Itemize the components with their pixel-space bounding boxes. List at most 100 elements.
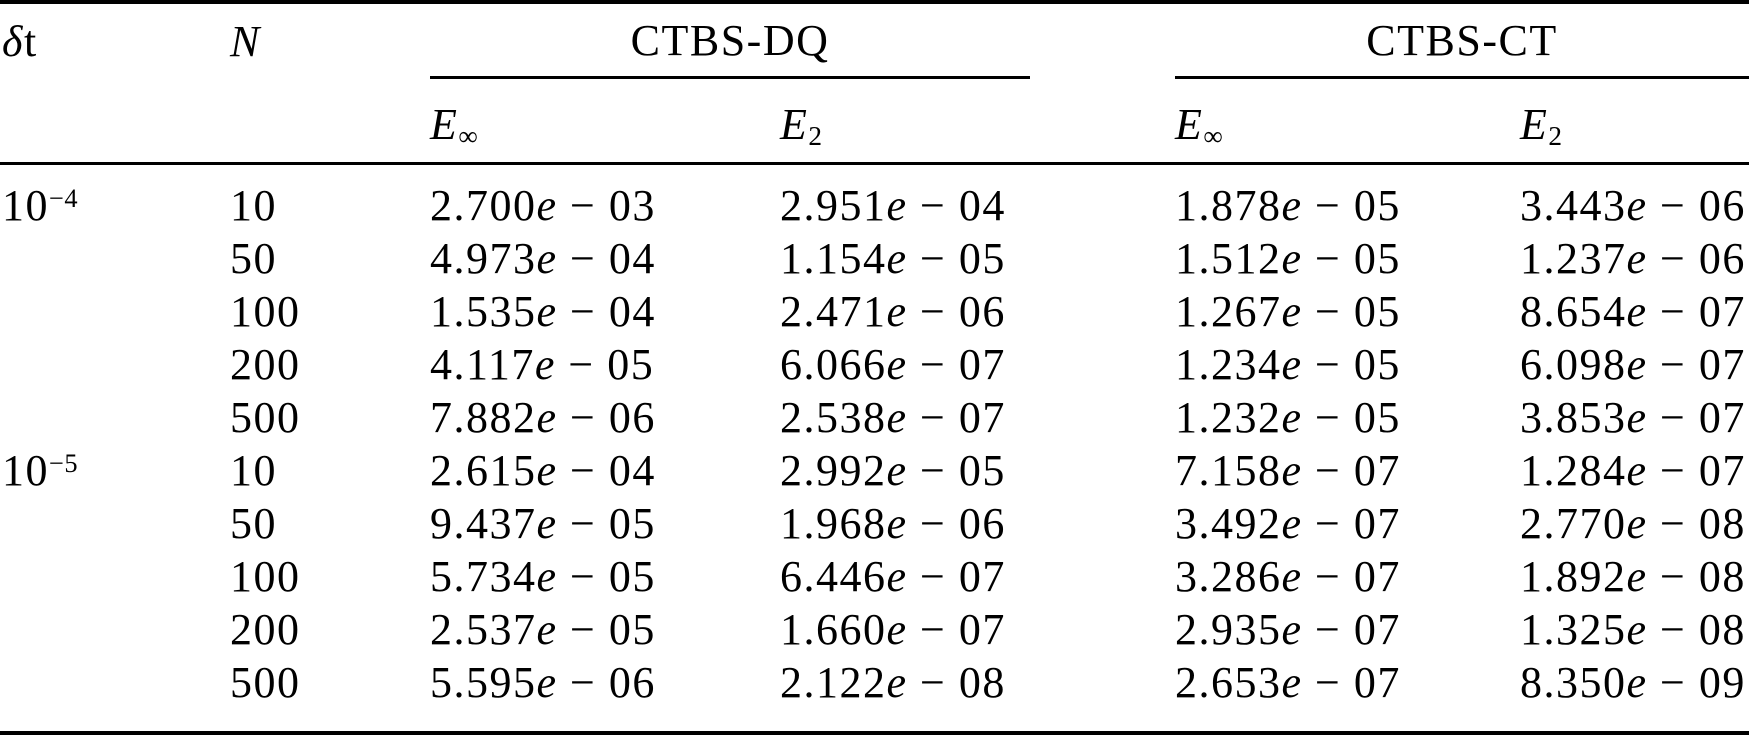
value-cell: 3.492e − 07 [1175,499,1401,548]
e-symbol: e [1626,181,1648,230]
gap-cell [1030,444,1175,497]
dt-exponent: −5 [49,447,79,478]
e-norm-base: E [430,100,459,149]
gap-cell [1030,285,1175,338]
e-symbol: e [1626,499,1648,548]
col-header-ct-e2: E2 [1520,77,1749,165]
gap-cell [1030,164,1175,233]
e-symbol: e [886,234,908,283]
table-row: 50 9.437e − 05 1.968e − 06 3.492e − 07 2.770… [0,497,1749,550]
dt-cell: 10−4 [2,181,79,230]
n-cell: 500 [230,658,301,707]
value-cell: 9.437e − 05 [430,499,656,548]
dt-cell [0,550,230,603]
e-symbol: e [536,393,558,442]
value-cell: 3.853e − 07 [1520,393,1746,442]
e-symbol: e [886,552,908,601]
e-symbol: e [1281,234,1303,283]
value-cell: 6.446e − 07 [780,552,1006,601]
value-cell: 5.595e − 06 [430,658,656,707]
value-cell: 4.117e − 05 [430,340,655,389]
header-group-row: δt N CTBS-DQ CTBS-CT [0,2,1749,165]
e-symbol: e [1281,287,1303,336]
gap-cell [1030,550,1175,603]
dt-cell [0,391,230,444]
n-cell: 50 [230,234,277,283]
e-symbol: e [1281,393,1303,442]
e-symbol: e [536,499,558,548]
e-norm-base: E [1175,100,1204,149]
dt-cell [0,656,230,733]
n-cell: 100 [230,552,301,601]
e-symbol: e [886,340,908,389]
dt-cell [0,338,230,391]
gap-cell [1030,232,1175,285]
value-cell: 1.968e − 06 [780,499,1006,548]
n-cell: 50 [230,499,277,548]
gap-cell [1030,603,1175,656]
value-cell: 2.122e − 08 [780,658,1006,707]
dt-cell [0,497,230,550]
dt-t-symbol: t [23,17,38,66]
e-symbol: e [886,287,908,336]
col-header-n: N [230,2,430,165]
e-symbol: e [1281,658,1303,707]
e-symbol: e [1626,234,1648,283]
value-cell: 1.660e − 07 [780,605,1006,654]
e-symbol: e [1281,499,1303,548]
dt-exponent: −4 [49,182,79,213]
delta-symbol: δ [2,17,24,66]
value-cell: 2.538e − 07 [780,393,1006,442]
value-cell: 1.232e − 05 [1175,393,1401,442]
e-symbol: e [536,181,558,230]
e-norm-base: E [780,100,809,149]
value-cell: 1.878e − 05 [1175,181,1401,230]
table-row: 10−4 10 2.700e − 03 2.951e − 04 1.878e − 05 3… [0,164,1749,233]
n-cell: 200 [230,340,301,389]
e-symbol: e [536,446,558,495]
dt-cell [0,285,230,338]
table-row: 200 4.117e − 05 6.066e − 07 1.234e − 05 6.09… [0,338,1749,391]
value-cell: 2.653e − 07 [1175,658,1401,707]
e-symbol: e [886,446,908,495]
value-cell: 2.951e − 04 [780,181,1006,230]
gap-cell [1030,497,1175,550]
e-symbol: e [1626,605,1648,654]
e-symbol: e [1281,340,1303,389]
dt-cell [0,232,230,285]
e-symbol: e [1281,181,1303,230]
col-header-dt: δt [0,2,230,165]
col-header-dq-einf: E∞ [430,77,780,165]
value-cell: 3.443e − 06 [1520,181,1746,230]
value-cell: 2.471e − 06 [780,287,1006,336]
gap-cell [1030,338,1175,391]
two-subscript: 2 [1548,121,1563,151]
table-row: 50 4.973e − 04 1.154e − 05 1.512e − 05 1.237… [0,232,1749,285]
value-cell: 1.535e − 04 [430,287,656,336]
e-symbol: e [536,287,558,336]
e-symbol: e [536,658,558,707]
e-norm-base: E [1520,100,1549,149]
dt-cell [0,603,230,656]
e-symbol: e [1281,446,1303,495]
e-symbol: e [1626,287,1648,336]
table-body: 10−4 10 2.700e − 03 2.951e − 04 1.878e − 05 3… [0,164,1749,734]
value-cell: 5.734e − 05 [430,552,656,601]
e-symbol: e [886,605,908,654]
value-cell: 6.098e − 07 [1520,340,1746,389]
value-cell: 2.770e − 08 [1520,499,1746,548]
table-header: δt N CTBS-DQ CTBS-CT E∞ E2 E∞ E2 [0,2,1749,165]
value-cell: 1.325e − 08 [1520,605,1746,654]
n-cell: 200 [230,605,301,654]
n-cell: 10 [230,181,277,230]
gap-cell [1030,391,1175,444]
value-cell: 3.286e − 07 [1175,552,1401,601]
e-symbol: e [536,552,558,601]
value-cell: 4.973e − 04 [430,234,656,283]
table-row: 500 7.882e − 06 2.538e − 07 1.232e − 05 3.85… [0,391,1749,444]
value-cell: 1.284e − 07 [1520,446,1746,495]
e-symbol: e [1626,552,1648,601]
value-cell: 2.537e − 05 [430,605,656,654]
group-header-ctbs-ct: CTBS-CT [1175,2,1749,79]
value-cell: 1.154e − 05 [780,234,1006,283]
